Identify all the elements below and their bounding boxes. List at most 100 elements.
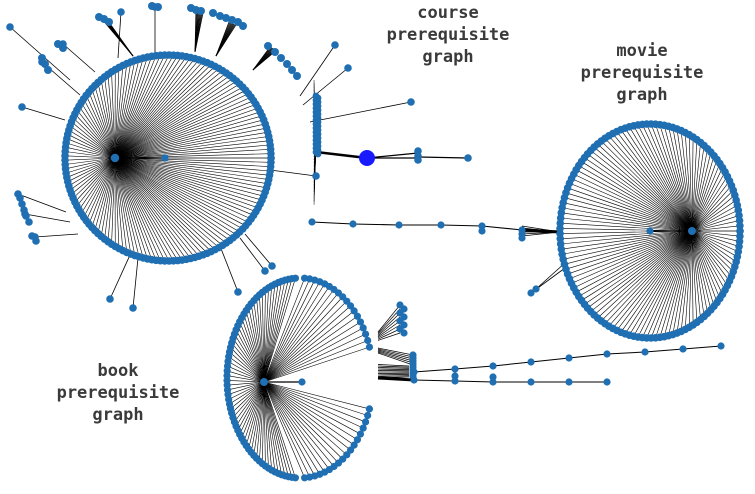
graph-edge xyxy=(263,305,351,383)
graph-edge xyxy=(114,157,187,260)
graph-edge xyxy=(114,68,220,159)
graph-edge xyxy=(243,313,265,383)
graph-edge xyxy=(234,381,265,423)
graph-edge xyxy=(114,123,266,159)
graph-edge xyxy=(263,381,355,446)
graph-edge xyxy=(691,230,740,242)
graph-edge xyxy=(563,202,693,232)
graph-node xyxy=(161,154,169,162)
graph-node xyxy=(288,66,296,74)
graph-edge xyxy=(114,70,223,159)
graph-edge xyxy=(85,95,116,159)
graph-edge xyxy=(263,327,364,383)
graph-edge xyxy=(263,381,269,469)
graph-edge xyxy=(263,310,355,383)
graph-edge xyxy=(262,381,265,464)
graph-edge xyxy=(263,281,320,383)
graph-edge xyxy=(228,381,265,400)
graph-edge xyxy=(584,157,693,232)
graph-edge xyxy=(263,381,364,429)
graph-edge xyxy=(691,210,739,232)
graph-node xyxy=(110,153,120,163)
graph-node xyxy=(359,150,375,166)
graph-edge xyxy=(114,157,166,262)
graph-edge xyxy=(377,367,410,369)
graph-edge xyxy=(377,316,401,336)
graph-edge xyxy=(235,381,265,427)
course-label-line-3: graph xyxy=(422,47,474,67)
graph-edge xyxy=(114,59,140,159)
graph-node xyxy=(400,329,408,337)
graph-edge xyxy=(309,101,412,123)
graph-node xyxy=(736,227,744,235)
graph-edge xyxy=(263,278,305,383)
course-label-line-2: prerequisite xyxy=(386,25,510,45)
graph-edge xyxy=(114,157,266,193)
graph-edge xyxy=(114,93,249,159)
graph-edge xyxy=(642,124,693,232)
graph-edge xyxy=(114,54,166,159)
graph-node xyxy=(277,54,285,62)
graph-edge xyxy=(114,157,216,250)
graph-edge xyxy=(691,176,728,232)
graph-edge xyxy=(78,157,116,210)
graph-node xyxy=(6,23,14,31)
graph-edge xyxy=(691,148,708,232)
graph-edge xyxy=(576,169,693,232)
graph-edge xyxy=(114,157,257,212)
graph-edge xyxy=(114,111,261,159)
graph-node xyxy=(291,274,300,282)
graph-edge xyxy=(237,381,265,431)
graph-edge xyxy=(263,292,339,383)
graph-edge xyxy=(263,381,370,410)
graph-edge xyxy=(413,368,456,373)
graph-edge xyxy=(263,381,305,478)
graph-edge xyxy=(584,230,693,305)
graph-node xyxy=(271,48,279,56)
graph-edge xyxy=(68,129,116,159)
graph-edge xyxy=(560,230,693,240)
graph-edge xyxy=(71,121,116,159)
graph-edge xyxy=(69,125,116,159)
graph-edge xyxy=(562,207,693,232)
graph-edge xyxy=(263,281,282,383)
graph-edge xyxy=(263,381,339,464)
graph-edge xyxy=(114,157,252,220)
graph-node xyxy=(527,378,535,386)
graph-node xyxy=(565,378,573,386)
graph-node xyxy=(414,156,422,164)
movie-label-line-1: movie xyxy=(616,41,668,61)
graph-edge xyxy=(691,230,718,303)
graph-node xyxy=(268,262,276,270)
graph-edge xyxy=(659,230,693,338)
graph-edge xyxy=(587,153,693,232)
movie-prerequisite-graph xyxy=(308,120,744,342)
graph-edge xyxy=(65,146,116,159)
graph-node xyxy=(478,227,486,235)
graph-edge xyxy=(114,157,271,163)
graph-node xyxy=(346,302,355,310)
graph-edge xyxy=(311,221,354,225)
graph-edge xyxy=(672,230,693,335)
graph-edge xyxy=(608,230,693,327)
graph-edge xyxy=(663,230,693,337)
graph-edge xyxy=(227,380,265,383)
graph-edge xyxy=(114,100,254,159)
graph-node xyxy=(239,22,247,30)
graph-edge xyxy=(597,143,693,232)
graph-edge xyxy=(691,230,723,295)
graph-edge xyxy=(688,230,693,328)
graph-edge xyxy=(655,124,693,232)
graph-edge xyxy=(114,115,263,159)
graph-edge xyxy=(642,230,693,338)
graph-edge xyxy=(85,157,116,221)
graph-edge xyxy=(263,285,273,383)
graph-edge xyxy=(366,152,419,159)
graph-edge xyxy=(111,71,116,159)
graph-edge xyxy=(97,157,116,234)
graph-edge xyxy=(114,59,200,159)
graph-edge xyxy=(377,304,401,333)
graph-edge xyxy=(691,225,740,232)
graph-edge xyxy=(248,306,265,383)
graph-node xyxy=(117,8,125,16)
